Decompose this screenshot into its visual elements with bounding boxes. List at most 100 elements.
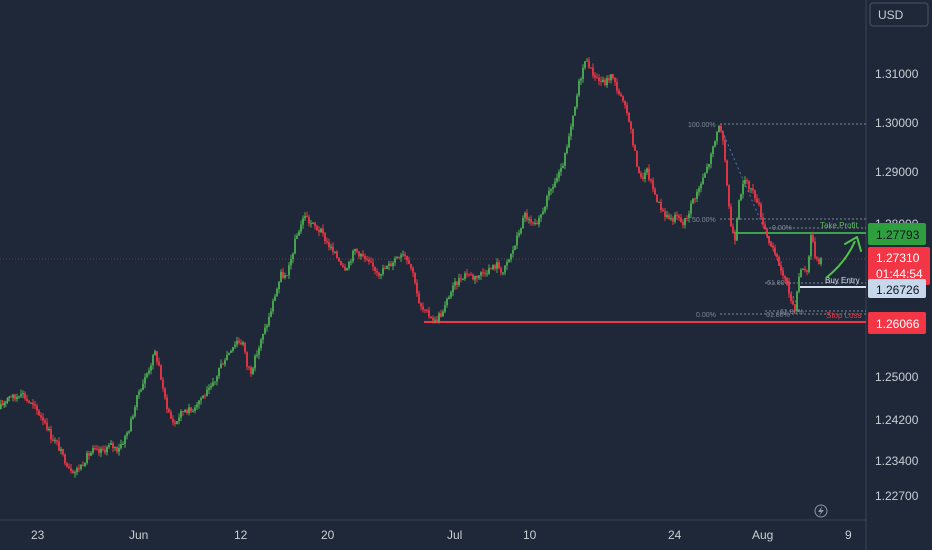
candle-body <box>344 266 346 271</box>
candle-body <box>520 228 522 234</box>
candle-body <box>760 204 762 218</box>
candle-body <box>182 411 184 413</box>
fib-label-0: 0.00% <box>696 312 716 319</box>
candle-body <box>510 253 512 260</box>
candle-body <box>766 228 768 236</box>
candle-body <box>152 355 154 366</box>
candle-body <box>84 462 86 466</box>
candle-body <box>376 270 378 273</box>
candle-body <box>210 385 212 388</box>
candle-body <box>562 165 564 169</box>
candle-body <box>172 418 174 423</box>
candle-body <box>66 463 68 467</box>
candle-body <box>94 448 96 450</box>
candle-body <box>140 389 142 392</box>
price-axis[interactable]: 1.31000 1.30000 1.29000 1.28000 1.25000 … <box>875 67 919 503</box>
candle-body <box>482 272 484 274</box>
candle-body <box>678 215 680 218</box>
candle-body <box>714 140 716 147</box>
candle-body <box>98 448 100 453</box>
candle-body <box>360 253 362 257</box>
candle-body <box>378 272 380 276</box>
candle-body <box>724 140 726 161</box>
candle-body <box>350 261 352 263</box>
candle-body <box>60 449 62 451</box>
candle-body <box>450 292 452 298</box>
candle-body <box>806 270 808 272</box>
candle-body <box>718 125 720 133</box>
candle-body <box>318 230 320 232</box>
lightning-icon[interactable] <box>814 504 828 518</box>
fib-trend-line <box>719 125 801 313</box>
candle-body <box>80 464 82 470</box>
candle-body <box>334 251 336 253</box>
candle-body <box>312 222 314 224</box>
candle-body <box>392 262 394 267</box>
stop-loss-annotation: Stop Loss <box>826 311 862 320</box>
candle-body <box>512 250 514 254</box>
stop-loss-badge[interactable] <box>868 312 926 334</box>
candle-body <box>728 185 730 207</box>
currency-tag[interactable] <box>869 2 929 27</box>
candle-body <box>738 200 740 220</box>
candle-body <box>466 273 468 275</box>
buy-entry-annotation: Buy Entry <box>825 276 860 285</box>
candle-body <box>330 246 332 248</box>
candle-body <box>634 145 636 151</box>
time-axis[interactable]: 23 Jun 12 20 Jul 10 24 Aug 9 <box>31 528 852 542</box>
candle-body <box>304 216 306 219</box>
candle-body <box>566 147 568 153</box>
candle-body <box>248 366 250 368</box>
candle-body <box>86 453 88 463</box>
candle-body <box>32 402 34 405</box>
target-arrow-shaft <box>825 240 856 279</box>
candle-body <box>120 444 122 449</box>
candle-body <box>30 402 32 404</box>
candle-body <box>78 468 80 470</box>
candle-body <box>710 153 712 164</box>
take-profit-badge[interactable] <box>868 223 926 245</box>
candle-body <box>590 67 592 69</box>
buy-entry-badge[interactable] <box>868 279 926 298</box>
candle-body <box>536 222 538 225</box>
candle-body <box>460 278 462 280</box>
candle-body <box>102 448 104 450</box>
candle-body <box>768 235 770 243</box>
candle-body <box>626 105 628 114</box>
candle-body <box>106 447 108 453</box>
candle-body <box>130 418 132 432</box>
candle-body <box>388 263 390 266</box>
candle-body <box>698 188 700 192</box>
candle-body <box>306 216 308 218</box>
candle-body <box>288 265 290 276</box>
candle-body <box>432 318 434 321</box>
candle-body <box>544 206 546 212</box>
candle-body <box>530 219 532 223</box>
candle-body <box>630 121 632 129</box>
candle-body <box>474 276 476 280</box>
candle-body <box>446 299 448 306</box>
candle-body <box>362 253 364 257</box>
candle-body <box>192 410 194 412</box>
candle-body <box>550 189 552 191</box>
candle-body <box>762 217 764 225</box>
candle-body <box>740 194 742 201</box>
current-price-badge[interactable] <box>868 247 930 285</box>
candle-body <box>254 355 256 369</box>
candle-body <box>488 268 490 274</box>
candle-body <box>660 201 662 211</box>
candle-body <box>252 368 254 374</box>
candle-body <box>534 222 536 224</box>
time-label-8: Aug <box>752 528 773 542</box>
candle-body <box>616 82 618 91</box>
fib-label-right: 61.80% <box>766 312 790 319</box>
candle-body <box>4 401 7 403</box>
candle-body <box>584 61 586 68</box>
candle-body <box>222 363 224 365</box>
fib-label-100: 100.00% <box>688 122 716 129</box>
candle-body <box>494 265 496 269</box>
candle-body <box>258 347 260 355</box>
candle-body <box>410 264 412 269</box>
